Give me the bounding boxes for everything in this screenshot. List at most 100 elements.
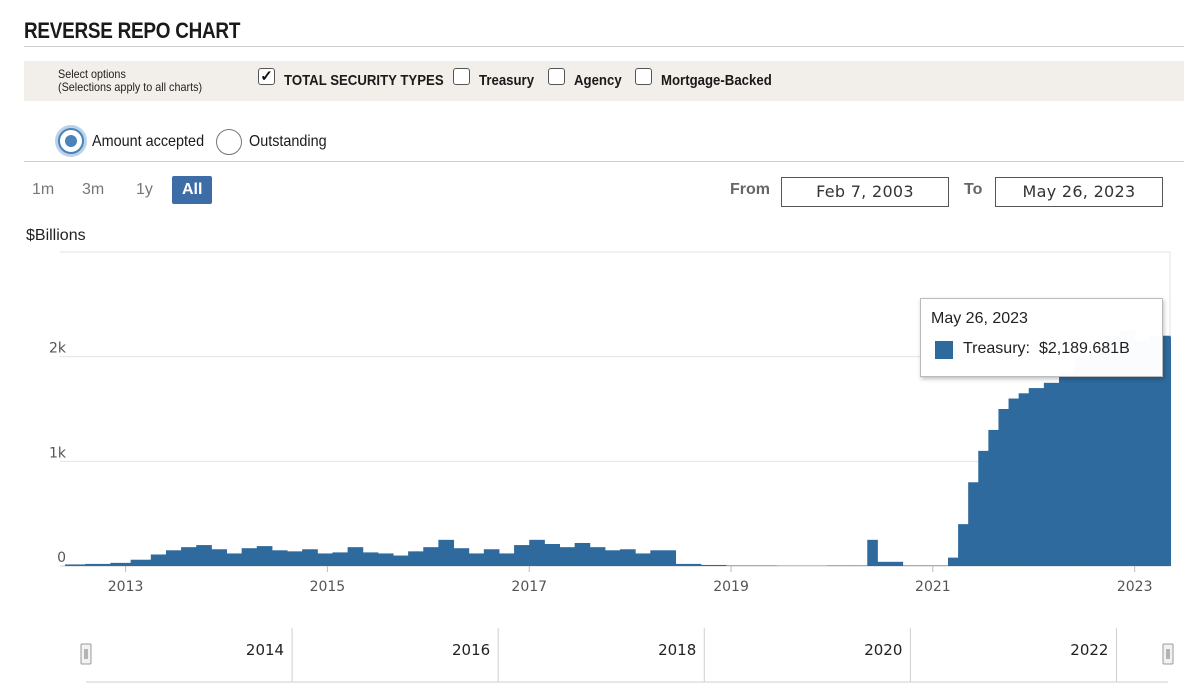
bar <box>958 524 969 566</box>
bar <box>468 553 485 566</box>
checkbox-label-total-security-types: TOTAL SECURITY TYPES <box>284 72 444 89</box>
bar <box>1149 335 1171 566</box>
radio-label-outstanding: Outstanding <box>249 133 327 150</box>
bar <box>948 557 959 566</box>
bar <box>181 547 197 566</box>
bar <box>544 544 560 566</box>
bar <box>362 552 379 566</box>
bar <box>332 552 349 566</box>
bar <box>559 547 576 566</box>
bar <box>150 554 167 566</box>
bar <box>211 549 227 566</box>
radio-label-amount-accepted: Amount accepted <box>92 133 205 150</box>
range-button-1y[interactable]: 1y <box>136 181 153 198</box>
bar <box>514 545 530 566</box>
bar <box>377 553 394 566</box>
bar <box>927 565 949 566</box>
range-button-all[interactable]: All <box>172 176 213 204</box>
bar <box>271 550 288 566</box>
bar <box>700 564 727 566</box>
bar <box>635 553 651 566</box>
checkbox-label-mortgage-backed: Mortgage-Backed <box>661 72 772 89</box>
bar <box>393 555 409 566</box>
x-tick-label: 2013 <box>108 579 144 595</box>
select-options-label: Select options (Selections apply to all … <box>58 68 202 94</box>
from-label: From <box>730 181 770 198</box>
bar <box>726 565 777 566</box>
bar <box>1170 336 1171 566</box>
x-tick-label: 2015 <box>310 579 346 595</box>
bar <box>408 551 424 566</box>
bar <box>1089 340 1105 566</box>
range-button-1m[interactable]: 1m <box>32 181 55 198</box>
chart-tooltip: May 26, 2023 Treasury: $2,189.681B <box>920 298 1163 377</box>
x-tick-label: 2021 <box>915 579 951 595</box>
bar <box>483 549 500 566</box>
bar <box>302 549 318 566</box>
range-button-3m[interactable]: 3m <box>82 181 105 198</box>
x-tick-label: 2019 <box>713 579 749 595</box>
options-bar <box>24 61 1184 101</box>
bar <box>1018 393 1030 566</box>
navigator-tick-label: 2014 <box>246 641 284 659</box>
bar <box>968 482 979 566</box>
bar <box>438 539 455 566</box>
title-divider <box>24 46 1184 47</box>
bar <box>226 553 243 566</box>
bar <box>347 547 364 566</box>
radio-outstanding[interactable] <box>216 129 242 155</box>
bar <box>1074 356 1090 566</box>
tooltip-value: $2,189.681B <box>1039 340 1130 357</box>
checkbox-label-agency: Agency <box>574 72 622 89</box>
bar <box>604 550 621 566</box>
bar <box>453 548 470 566</box>
to-label: To <box>964 181 983 198</box>
bar <box>241 548 258 566</box>
checkbox-treasury[interactable] <box>453 68 470 85</box>
bar <box>589 547 606 566</box>
bar <box>317 553 333 566</box>
navigator-handle-left[interactable] <box>80 643 92 665</box>
bar <box>1059 372 1075 566</box>
bar <box>110 562 132 566</box>
checkbox-total-security-types[interactable]: ✓ <box>258 68 275 85</box>
checkbox-label-treasury: Treasury <box>479 72 535 89</box>
bar <box>650 550 677 566</box>
checkbox-agency[interactable] <box>548 68 565 85</box>
tooltip-series-swatch <box>935 341 953 359</box>
x-tick-label: 2017 <box>511 579 547 595</box>
radio-selected-dot <box>65 135 77 147</box>
select-options-line2: (Selections apply to all charts) <box>58 80 203 94</box>
radio-amount-accepted[interactable] <box>58 128 84 154</box>
bar <box>529 539 545 566</box>
bar <box>675 563 702 566</box>
select-options-line1: Select options <box>58 67 126 81</box>
bar <box>574 542 591 566</box>
checkbox-mortgage-backed[interactable] <box>635 68 652 85</box>
section-divider <box>24 161 1184 162</box>
bar <box>256 546 273 566</box>
bar <box>867 539 878 566</box>
bar <box>287 551 303 566</box>
bar <box>826 565 853 566</box>
bar <box>65 564 86 566</box>
y-axis-label: $Billions <box>26 227 86 244</box>
bar <box>1134 340 1151 566</box>
y-tick-label: 0 <box>57 550 66 566</box>
bar <box>165 550 182 566</box>
bar <box>1119 330 1136 566</box>
navigator-tick-label: 2022 <box>1070 641 1108 659</box>
navigator-tick-label: 2020 <box>864 641 902 659</box>
navigator-tick-label: 2018 <box>658 641 696 659</box>
bar <box>988 429 999 566</box>
from-date-input[interactable]: Feb 7, 2003 <box>781 177 949 207</box>
y-tick-label: 2k <box>49 341 67 357</box>
navigator-handle-right[interactable] <box>1162 643 1174 665</box>
bar <box>130 559 152 566</box>
page-title: REVERSE REPO CHART <box>24 18 241 43</box>
handle-body <box>80 643 92 665</box>
to-date-input[interactable]: May 26, 2023 <box>995 177 1163 207</box>
bar <box>1104 335 1121 566</box>
y-tick-label: 1k <box>49 445 67 461</box>
